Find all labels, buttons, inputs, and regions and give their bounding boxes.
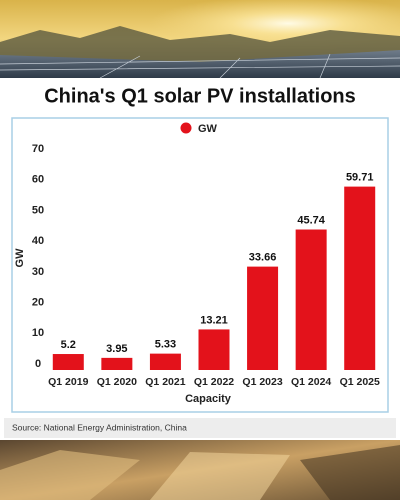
source-band (4, 418, 396, 438)
bar (101, 357, 133, 370)
y-tick-label: 10 (32, 327, 44, 339)
y-tick-label: 30 (32, 266, 44, 278)
x-tick-label: Q1 2025 (340, 376, 380, 388)
bar (247, 266, 279, 370)
bar (52, 354, 84, 370)
x-tick-label: Q1 2020 (97, 376, 137, 388)
y-tick-label: 20 (32, 296, 44, 308)
value-label: 33.66 (249, 252, 277, 264)
x-axis-label: Capacity (185, 393, 232, 405)
y-tick-label: 50 (32, 204, 44, 216)
y-axis-label: GW (14, 248, 26, 268)
value-label: 3.95 (106, 343, 127, 355)
bar (344, 186, 376, 370)
x-tick-label: Q1 2024 (291, 376, 331, 388)
x-tick-label: Q1 2022 (194, 376, 234, 388)
legend-swatch (180, 122, 192, 134)
footer-photo (0, 440, 400, 500)
bar (149, 353, 181, 370)
y-tick-label: 40 (32, 235, 44, 247)
value-label: 13.21 (200, 314, 228, 326)
y-tick-label: 60 (32, 174, 44, 186)
y-tick-label: 0 (35, 358, 41, 370)
bar (295, 229, 327, 370)
bar (198, 329, 230, 370)
legend-label: GW (198, 123, 218, 135)
value-label: 59.71 (346, 172, 374, 184)
header-photo (0, 0, 400, 79)
x-tick-label: Q1 2023 (242, 376, 282, 388)
chart-title: China's Q1 solar PV installations (44, 85, 356, 107)
source-note: Source: National Energy Administration, … (12, 422, 187, 432)
value-label: 5.33 (155, 339, 176, 351)
value-label: 45.74 (297, 214, 325, 226)
x-tick-label: Q1 2021 (145, 376, 185, 388)
x-tick-label: Q1 2019 (48, 376, 88, 388)
y-tick-label: 70 (32, 143, 44, 155)
value-label: 5.2 (61, 339, 76, 351)
